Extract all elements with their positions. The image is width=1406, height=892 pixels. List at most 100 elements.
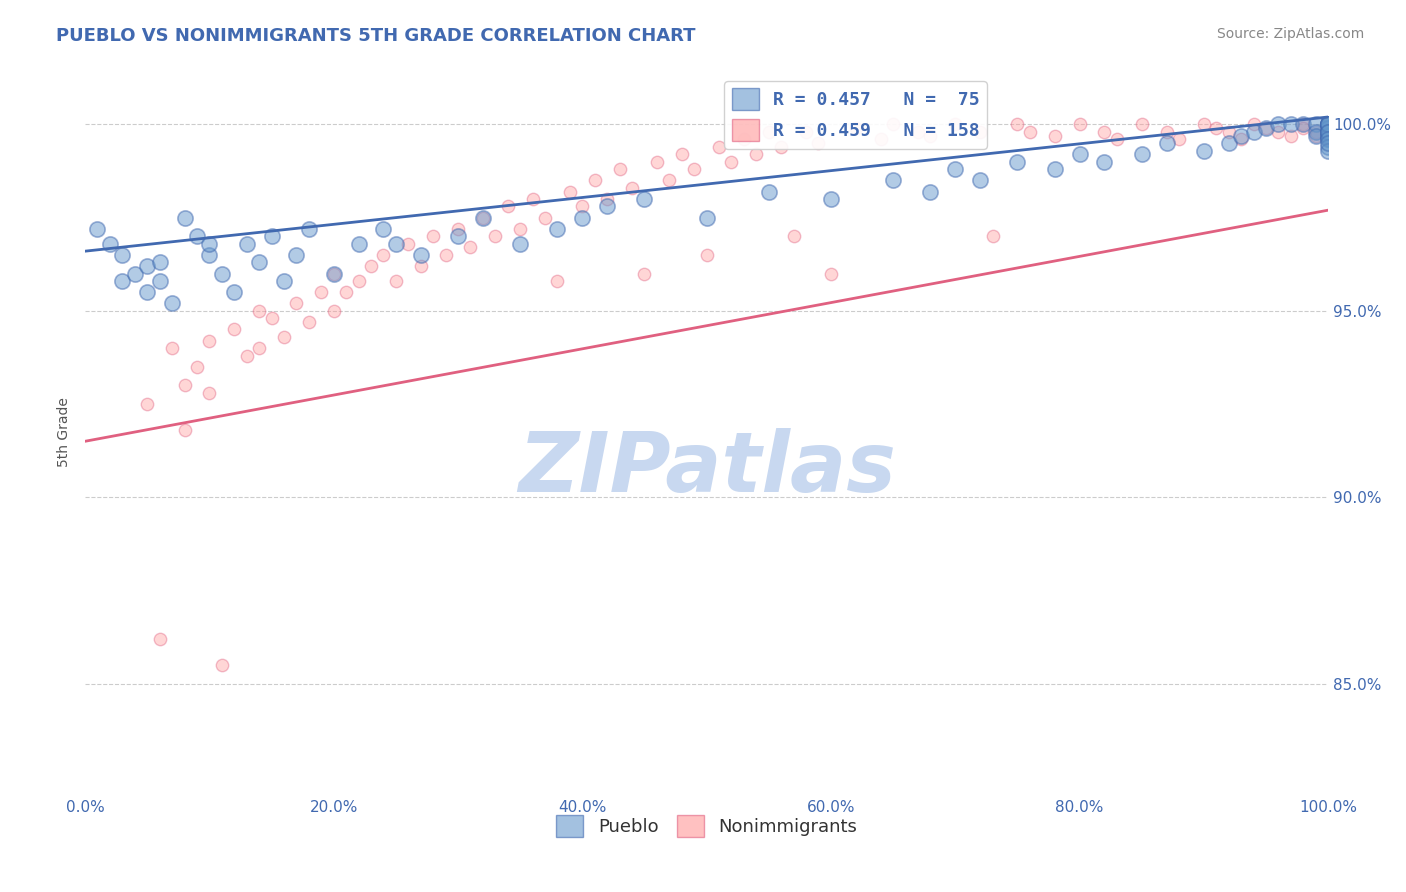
Point [1292, 117, 1315, 131]
Point [658, 173, 681, 187]
Point [869, 132, 891, 146]
Point [1317, 132, 1340, 146]
Point [1305, 128, 1327, 143]
Point [186, 229, 208, 244]
Point [745, 147, 768, 161]
Point [1317, 121, 1340, 136]
Point [1317, 132, 1340, 146]
Point [943, 117, 966, 131]
Point [173, 423, 195, 437]
Point [583, 173, 606, 187]
Point [160, 296, 183, 310]
Point [1317, 144, 1340, 158]
Point [807, 136, 830, 150]
Point [1317, 117, 1340, 131]
Point [235, 236, 257, 251]
Point [347, 236, 370, 251]
Point [758, 125, 780, 139]
Point [1243, 125, 1265, 139]
Point [1105, 132, 1128, 146]
Point [471, 211, 494, 225]
Point [1317, 125, 1340, 139]
Point [1317, 121, 1340, 136]
Point [969, 125, 991, 139]
Point [1192, 117, 1215, 131]
Point [1317, 125, 1340, 139]
Point [696, 211, 718, 225]
Point [235, 349, 257, 363]
Point [882, 117, 904, 131]
Point [198, 334, 221, 348]
Point [1317, 125, 1340, 139]
Point [770, 140, 793, 154]
Point [1317, 132, 1340, 146]
Point [1317, 125, 1340, 139]
Point [1317, 125, 1340, 139]
Point [1317, 128, 1340, 143]
Point [173, 211, 195, 225]
Point [1317, 140, 1340, 154]
Point [546, 274, 568, 288]
Text: ZIPatlas: ZIPatlas [517, 428, 896, 508]
Point [1317, 132, 1340, 146]
Point [1317, 125, 1340, 139]
Point [1317, 121, 1340, 136]
Point [1317, 117, 1340, 131]
Point [285, 248, 308, 262]
Point [1317, 125, 1340, 139]
Point [385, 236, 408, 251]
Point [1317, 125, 1340, 139]
Point [907, 125, 929, 139]
Point [1317, 128, 1340, 143]
Point [211, 657, 233, 672]
Point [1317, 125, 1340, 139]
Point [1317, 132, 1340, 146]
Point [1317, 125, 1340, 139]
Point [1292, 117, 1315, 131]
Point [396, 236, 419, 251]
Point [1230, 132, 1253, 146]
Point [720, 154, 742, 169]
Point [1317, 132, 1340, 146]
Point [98, 236, 121, 251]
Point [845, 121, 868, 136]
Point [298, 315, 321, 329]
Point [1292, 121, 1315, 136]
Point [596, 199, 619, 213]
Point [1317, 121, 1340, 136]
Point [322, 267, 344, 281]
Point [1092, 125, 1115, 139]
Text: Source: ZipAtlas.com: Source: ZipAtlas.com [1216, 27, 1364, 41]
Point [260, 311, 283, 326]
Point [385, 274, 408, 288]
Point [1279, 117, 1302, 131]
Point [1218, 125, 1240, 139]
Point [571, 211, 593, 225]
Point [782, 229, 804, 244]
Point [1305, 125, 1327, 139]
Point [1230, 128, 1253, 143]
Point [111, 274, 134, 288]
Point [596, 192, 619, 206]
Point [1317, 117, 1340, 131]
Point [1317, 132, 1340, 146]
Point [1317, 117, 1340, 131]
Point [1317, 125, 1340, 139]
Y-axis label: 5th Grade: 5th Grade [58, 397, 72, 467]
Point [1069, 147, 1091, 161]
Point [373, 248, 395, 262]
Point [136, 259, 159, 273]
Point [198, 236, 221, 251]
Point [309, 285, 332, 300]
Point [820, 267, 842, 281]
Point [273, 330, 295, 344]
Point [285, 296, 308, 310]
Point [373, 222, 395, 236]
Point [1317, 121, 1340, 136]
Point [1254, 121, 1277, 136]
Point [1317, 132, 1340, 146]
Point [198, 248, 221, 262]
Point [1317, 128, 1340, 143]
Point [1317, 132, 1340, 146]
Point [1156, 136, 1178, 150]
